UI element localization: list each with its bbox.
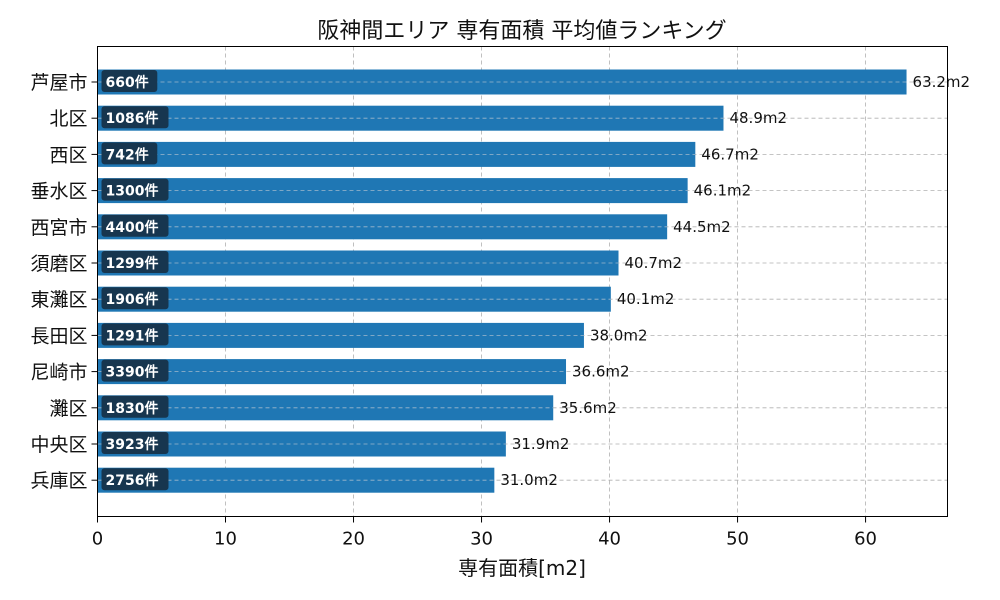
value-label: 31.0m2 — [500, 471, 558, 489]
chart-title: 阪神間エリア 専有面積 平均値ランキング — [317, 19, 726, 44]
x-tick-label: 60 — [854, 529, 877, 550]
count-badge — [101, 70, 158, 92]
bar-layer: 660件 63.2m2 1086件 48.9m2 742件 46.7m2 1300件 46.1… — [97, 69, 971, 493]
count-label: 3923件 — [106, 436, 159, 453]
category-label: 芦屋市 — [30, 72, 87, 94]
count-label: 3390件 — [106, 364, 159, 381]
count-badge — [101, 142, 158, 165]
count-badge — [101, 395, 169, 418]
count-label: 1300件 — [106, 183, 159, 200]
count-label: 1086件 — [106, 110, 159, 127]
category-label: 長田区 — [30, 325, 87, 347]
category-label: 灘区 — [49, 398, 87, 420]
count-label: 1830件 — [106, 400, 159, 417]
value-label: 35.6m2 — [559, 399, 617, 417]
count-badge — [101, 323, 169, 346]
count-badge — [101, 251, 169, 273]
value-label: 36.6m2 — [572, 363, 630, 381]
count-label: 1299件 — [106, 255, 159, 272]
count-badge — [101, 214, 169, 237]
count-badge — [101, 432, 169, 454]
axis-layer: 0 10 20 30 40 50 60 芦屋市北区西区垂水区西宮市須磨区東灘区長田区尼崎市灘区… — [30, 72, 877, 550]
category-label: 須磨区 — [30, 253, 87, 275]
category-label: 尼崎市 — [30, 362, 87, 384]
value-label: 48.9m2 — [729, 109, 787, 127]
count-label: 2756件 — [106, 472, 159, 489]
x-tick-label: 10 — [214, 529, 237, 550]
category-label: 垂水区 — [30, 181, 87, 203]
x-tick-label: 20 — [342, 529, 365, 550]
count-label: 660件 — [106, 74, 149, 91]
x-tick-label: 50 — [726, 529, 749, 550]
value-label: 44.5m2 — [673, 218, 731, 236]
value-label: 46.7m2 — [701, 145, 759, 163]
x-axis-label: 専有面積[m2] — [458, 556, 586, 580]
value-label: 46.1m2 — [694, 182, 752, 200]
x-tick-label: 30 — [470, 529, 493, 550]
count-badge — [101, 468, 169, 491]
value-label: 40.7m2 — [625, 254, 683, 272]
x-tick-label: 40 — [598, 529, 621, 550]
category-label: 兵庫区 — [30, 470, 87, 492]
count-badge — [101, 106, 169, 129]
count-label: 1291件 — [106, 327, 159, 344]
x-tick-label: 0 — [92, 529, 103, 550]
value-label: 31.9m2 — [512, 435, 570, 453]
category-label: 西宮市 — [30, 217, 87, 239]
count-badge — [101, 287, 169, 310]
value-label: 38.0m2 — [590, 326, 648, 344]
bar — [97, 141, 696, 167]
category-label: 中央区 — [30, 434, 87, 456]
count-badge — [101, 178, 169, 201]
bar — [97, 322, 584, 348]
category-label: 西区 — [49, 144, 87, 166]
value-label: 63.2m2 — [913, 73, 971, 91]
category-label: 北区 — [49, 108, 87, 130]
count-label: 1906件 — [106, 291, 159, 308]
count-badge — [101, 359, 169, 382]
plot-frame — [97, 46, 948, 517]
count-label: 742件 — [106, 146, 149, 163]
count-label: 4400件 — [106, 219, 159, 236]
value-label: 40.1m2 — [617, 290, 675, 308]
category-label: 東灘区 — [30, 289, 87, 311]
